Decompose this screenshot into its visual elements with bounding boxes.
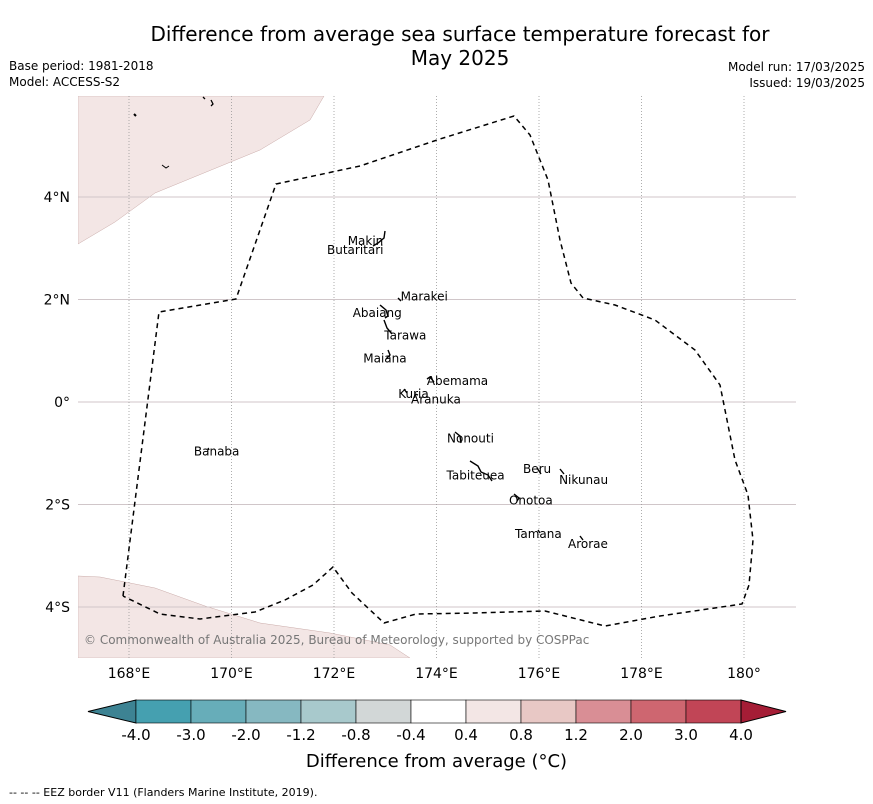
colorbar-tick-label: 0.8: [509, 726, 533, 744]
eez-border: [122, 115, 754, 627]
base-period: Base period: 1981-2018: [9, 59, 154, 73]
island-coast: [426, 376, 435, 383]
island-coast: [372, 230, 386, 247]
lon-tick-label: 178°E: [620, 666, 663, 682]
colorbar-tick-label: -1.2: [286, 726, 315, 744]
chart-title: Difference from average sea surface temp…: [0, 22, 873, 70]
island-coast: [537, 529, 541, 534]
island-coast: [536, 467, 542, 475]
island-label-tarawa: Tarawa: [383, 328, 426, 342]
colorbar-bin: [135, 699, 192, 724]
colorbar-tick-label: -4.0: [121, 726, 150, 744]
title-line-2: May 2025: [410, 46, 510, 70]
island-label-abemama: Abemama: [427, 374, 488, 388]
colorbar-tick-label: -2.0: [231, 726, 260, 744]
colorbar-bin: [465, 699, 522, 724]
colorbar-bin: [630, 699, 687, 724]
island-coast: [414, 393, 419, 396]
lat-tick-label: 2°S: [45, 498, 70, 514]
island-label-maiana: Maiana: [363, 351, 406, 365]
island-label-kuria: Kuria: [398, 387, 429, 401]
island-label-tabiteuea: Tabiteuea: [446, 469, 505, 483]
island-label-abaiang: Abaiang: [353, 306, 402, 320]
island-label-marakei: Marakei: [401, 290, 448, 304]
colorbar-bin: [300, 699, 357, 724]
island-label-beru: Beru: [523, 462, 551, 476]
colorbar-tick-label: -3.0: [176, 726, 205, 744]
lat-tick-label: 4°S: [45, 600, 70, 616]
island-label-butaritari: Butaritari: [327, 243, 384, 257]
lon-tick-label: 174°E: [415, 666, 458, 682]
eez-footnote: -- -- -- EEZ border V11 (Flanders Marine…: [9, 786, 318, 799]
colorbar-tick-label: 1.2: [564, 726, 588, 744]
colorbar-bin: [685, 699, 742, 724]
island-coast: [202, 96, 214, 107]
colorbar-tick-label: -0.4: [396, 726, 425, 744]
colorbar-tick-label: 3.0: [674, 726, 698, 744]
island-label-aranuka: Aranuka: [411, 392, 461, 406]
island-coast: [133, 113, 137, 117]
island-coast: [161, 164, 170, 169]
island-coast: [397, 297, 402, 302]
warm-anomaly-region-north: [78, 96, 325, 245]
model-run-date: Model run: 17/03/2025: [727, 60, 865, 74]
warm-anomaly-region-south: [78, 575, 411, 658]
colorbar-over-arrow: [740, 699, 787, 724]
island-label-arorae: Arorae: [568, 537, 608, 551]
island-coast: [207, 447, 210, 451]
island-label-onotoa: Onotoa: [509, 493, 553, 507]
colorbar-under-arrow: [87, 699, 137, 724]
lat-tick-label: 4°N: [44, 190, 70, 206]
island-label-nonouti: Nonouti: [447, 431, 494, 445]
lon-tick-label: 168°E: [108, 666, 151, 682]
island-coast: [454, 431, 462, 444]
colorbar-bin: [355, 699, 412, 724]
island-coast: [579, 535, 584, 541]
run-info: Model run: 17/03/2025 Issued: 19/03/2025: [728, 59, 865, 91]
island-coast: [513, 493, 520, 502]
island-coast: [383, 319, 393, 335]
colorbar-tick-label: 2.0: [619, 726, 643, 744]
island-label-banaba: Banaba: [194, 445, 240, 459]
island-coast: [559, 468, 565, 475]
lat-tick-label: 0°: [54, 395, 70, 411]
island-coast: [469, 460, 493, 482]
copyright-notice: © Commonwealth of Australia 2025, Bureau…: [84, 633, 589, 647]
colorbar-tick-label: 4.0: [729, 726, 753, 744]
colorbar-tick-label: -0.8: [341, 726, 370, 744]
lon-tick-label: 170°E: [210, 666, 253, 682]
colorbar-bin: [245, 699, 302, 724]
island-coast: [379, 304, 389, 319]
lon-tick-label: 176°E: [518, 666, 561, 682]
island-coast: [385, 349, 391, 360]
island-coast: [403, 388, 408, 394]
title-line-1: Difference from average sea surface temp…: [150, 22, 770, 46]
colorbar-title: Difference from average (°C): [305, 751, 568, 772]
colorbar-bin: [520, 699, 577, 724]
lon-tick-label: 180°: [727, 666, 761, 682]
lat-tick-label: 2°N: [44, 293, 70, 309]
lon-tick-label: 172°E: [313, 666, 356, 682]
colorbar-bin: [575, 699, 632, 724]
colorbar-bin: [410, 699, 467, 724]
colorbar-tick-label: 0.4: [454, 726, 478, 744]
base-period-info: Base period: 1981-2018 Model: ACCESS-S2: [9, 58, 154, 90]
issued-date: Issued: 19/03/2025: [749, 76, 865, 90]
island-label-tamana: Tamana: [514, 527, 562, 541]
island-label-makin: Makin: [348, 234, 384, 248]
colorbar-bin: [190, 699, 247, 724]
island-label-nikunau: Nikunau: [559, 473, 608, 487]
model-name: Model: ACCESS-S2: [9, 75, 121, 89]
